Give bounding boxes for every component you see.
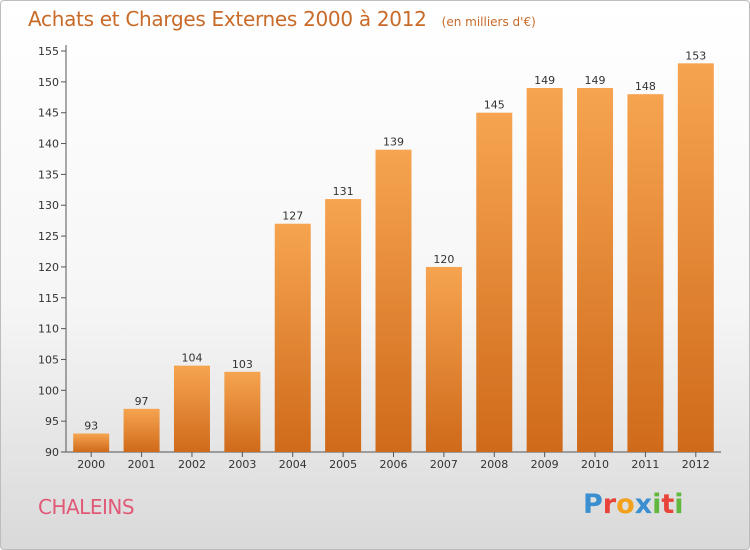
bar	[224, 371, 261, 452]
bar	[627, 94, 664, 452]
chart-unit: (en milliers d'€)	[441, 15, 536, 29]
x-tick-label: 2002	[178, 458, 206, 471]
y-tick-label: 115	[38, 292, 59, 305]
place-name: CHALEINS	[38, 495, 135, 519]
y-tick-label: 90	[45, 446, 59, 459]
bar	[173, 365, 210, 452]
bar	[526, 88, 563, 452]
x-tick-label: 2005	[329, 458, 357, 471]
y-tick-label: 105	[38, 353, 59, 366]
data-label: 149	[534, 74, 555, 87]
bar	[677, 63, 714, 452]
x-tick-label: 2006	[380, 458, 408, 471]
data-label: 148	[635, 80, 656, 93]
data-label: 149	[585, 74, 606, 87]
bar	[274, 223, 311, 452]
x-tick-label: 2008	[480, 458, 508, 471]
data-label: 97	[135, 395, 149, 408]
x-tick-label: 2010	[581, 458, 609, 471]
bar	[577, 88, 614, 452]
y-tick-label: 150	[38, 76, 59, 89]
data-label: 145	[484, 99, 505, 112]
logo-letter: r	[602, 489, 617, 520]
bar	[476, 112, 513, 452]
bar	[425, 266, 462, 452]
y-tick-label: 125	[38, 230, 59, 243]
y-tick-label: 135	[38, 168, 59, 181]
y-tick-label: 130	[38, 199, 59, 212]
x-tick-label: 2001	[128, 458, 156, 471]
x-tick-label: 2012	[682, 458, 710, 471]
bar	[73, 433, 110, 452]
x-tick-label: 2007	[430, 458, 458, 471]
y-tick-label: 110	[38, 323, 59, 336]
data-label: 93	[84, 419, 98, 432]
logo-letter: i	[674, 489, 684, 520]
bar	[123, 408, 160, 452]
logo-letter: t	[661, 489, 675, 520]
proxiti-logo: Proxiti	[583, 489, 684, 520]
chart-title: Achats et Charges Externes 2000 à 2012	[28, 7, 427, 31]
value-labels: 2000 93 2001 97 2002 104 2003 103 2004 127 2005 131…	[77, 49, 710, 471]
bars	[73, 63, 714, 452]
y-tick-label: 140	[38, 138, 59, 151]
data-label: 103	[232, 358, 253, 371]
data-label: 127	[282, 210, 303, 223]
x-tick-label: 2003	[228, 458, 256, 471]
axes: 90 95 100 105 110 115 120 125 130 135 140 145 150 155	[38, 45, 721, 459]
y-tick-label: 95	[45, 415, 59, 428]
bar	[325, 199, 362, 452]
y-tick-label: 155	[38, 45, 59, 58]
logo-letter: o	[616, 489, 635, 520]
y-tick-label: 120	[38, 261, 59, 274]
logo-letter: i	[652, 489, 662, 520]
data-label: 139	[383, 136, 404, 149]
y-tick-label: 100	[38, 384, 59, 397]
data-label: 120	[433, 253, 454, 266]
logo-letter: P	[583, 489, 603, 520]
data-label: 153	[685, 49, 706, 62]
y-tick-label: 145	[38, 107, 59, 120]
x-tick-label: 2000	[77, 458, 105, 471]
logo-letter: x	[634, 489, 653, 520]
data-label: 104	[181, 352, 202, 365]
x-tick-label: 2004	[279, 458, 307, 471]
x-tick-label: 2009	[531, 458, 559, 471]
x-tick-label: 2011	[631, 458, 659, 471]
data-label: 131	[333, 185, 354, 198]
title-row: Achats et Charges Externes 2000 à 2012 (…	[28, 7, 536, 31]
bar	[375, 149, 412, 452]
